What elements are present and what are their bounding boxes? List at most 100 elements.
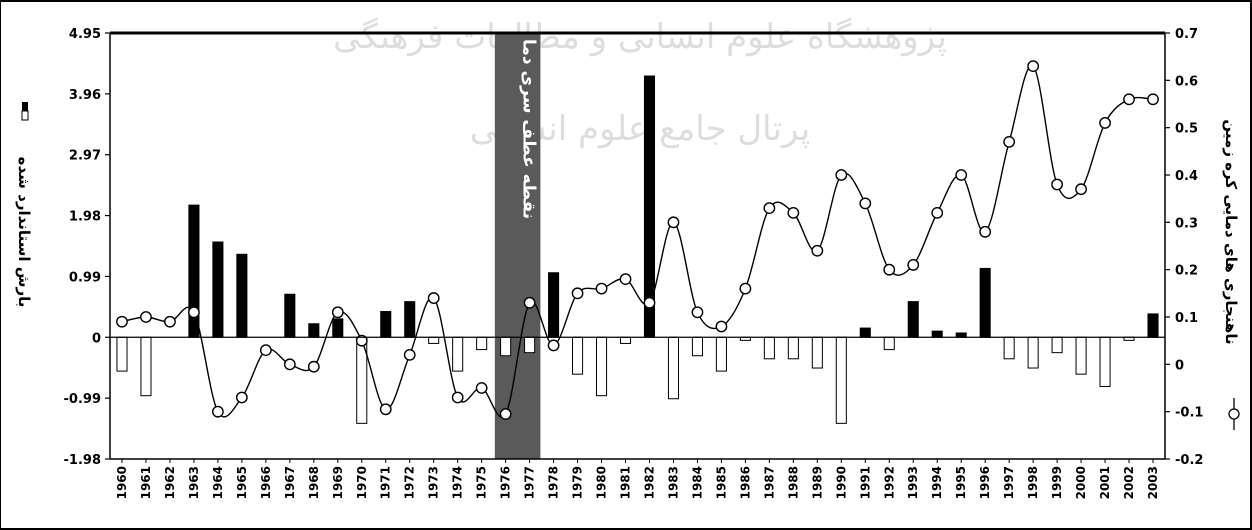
right-tick-label: 0.1 [1175,311,1198,326]
right-tick-label: 0.5 [1175,122,1198,137]
bar-1989 [811,336,823,369]
point-1966 [259,344,272,357]
left-tick-label: 3.96 [69,88,101,103]
x-tick-label: 1971 [379,466,393,499]
point-1982 [643,296,656,309]
legend-bar-positive [22,102,28,111]
point-1996 [979,225,992,238]
point-2001 [1099,117,1111,129]
x-tick-label: 2000 [1074,466,1088,499]
point-1976 [499,408,512,420]
x-tick-label: 1984 [690,466,704,499]
x-tick-label: 1965 [235,466,249,499]
x-tick-label: 1996 [978,466,992,499]
right-tick-label: 0.3 [1175,216,1198,231]
x-tick-label: 1976 [499,466,513,499]
bar-1981 [619,336,632,344]
point-1995 [955,169,968,181]
x-tick-label: 2001 [1098,466,1112,499]
point-1962 [164,315,176,328]
x-tick-label: 1982 [642,466,656,499]
bar-1978 [548,272,560,338]
point-1975 [475,382,488,394]
bar-1995 [955,332,967,338]
point-1978 [547,339,560,352]
point-1981 [619,273,632,286]
legend-line-symbol [1228,398,1240,430]
x-tick-label: 1983 [666,466,680,499]
point-1988 [787,206,800,219]
point-1970 [355,334,368,347]
right-tick-label: 0 [1175,358,1184,373]
bar-1987 [763,336,775,360]
bar-1964 [212,241,224,338]
bar-1967 [284,293,296,338]
bar-1973 [428,336,440,344]
left-tick-label: 0.99 [69,270,101,285]
x-tick-label: 1998 [1026,466,1040,499]
left-tick-label: 1.98 [69,210,101,225]
line-layer [116,60,1159,420]
x-tick-label: 1999 [1050,466,1064,499]
right-axis: 0.7 0.6 0.5 0.4 0.3 0.2 0.1 0 -0.1 -0.2 [1165,27,1203,468]
x-tick-label: 1988 [786,466,800,499]
bar-1969 [332,318,344,338]
watermark-line-1: پژوهشگاه علوم انسانی و مطالعات فرهنگی [333,17,947,57]
point-1977 [523,296,536,309]
x-tick-label: 1975 [475,466,489,499]
x-tick-label: 1969 [331,466,345,499]
bar-1977 [524,336,536,354]
point-1973 [427,292,440,304]
point-1986 [739,282,752,295]
x-tick-label: 1973 [427,466,441,499]
point-1983 [667,216,680,229]
point-1998 [1027,60,1040,73]
bar-1994 [931,330,943,338]
x-tick-label: 1968 [307,466,321,499]
left-tick-label: -0.99 [64,392,101,407]
x-tick-label: 1995 [954,466,968,499]
bar-1974 [452,336,464,372]
right-tick-label: 0.2 [1175,264,1198,279]
x-tick-label: 1970 [355,466,369,499]
bar-1992 [883,336,895,351]
right-tick-label: -0.2 [1175,453,1203,468]
ylabel-left: بارش استاندارد شده [15,157,33,308]
bar-1984 [691,336,703,357]
bar-1985 [715,336,727,372]
bar-1971 [380,310,392,338]
bar-1980 [595,336,608,397]
point-1997 [1003,135,1016,148]
right-tick-label: 0.6 [1175,74,1198,89]
x-tick-label: 1979 [571,466,585,499]
point-1974 [451,391,464,404]
bar-1975 [476,336,488,351]
bar-1983 [667,336,680,400]
bar-1997 [1003,336,1015,360]
point-2000 [1075,183,1087,196]
bar-1960 [116,336,128,372]
x-tick-label: 2002 [1122,466,1136,499]
x-tick-label: 1966 [259,466,273,499]
bar-2003 [1147,313,1159,338]
bar-1988 [787,336,799,360]
watermark: پژوهشگاه علوم انسانی و مطالعات فرهنگی پر… [333,17,947,149]
x-tick-label: 1964 [211,466,225,499]
x-tick-label: 1985 [714,466,728,499]
bar-1976 [500,336,512,357]
x-tick-label: 1980 [595,466,609,499]
x-tick-label: 1981 [619,466,633,499]
x-tick-label: 1974 [451,466,465,499]
x-tick-label: 1967 [283,466,297,499]
bar-1991 [859,327,871,338]
left-tick-label: 0 [92,331,101,346]
point-1994 [931,206,944,219]
point-1968 [307,360,320,373]
x-tick-label: 1997 [1002,466,1016,499]
point-1972 [403,348,416,361]
legend-bar-negative [21,110,29,121]
right-tick-label: 0.7 [1175,27,1198,42]
left-tick-label: -1.98 [64,453,101,468]
